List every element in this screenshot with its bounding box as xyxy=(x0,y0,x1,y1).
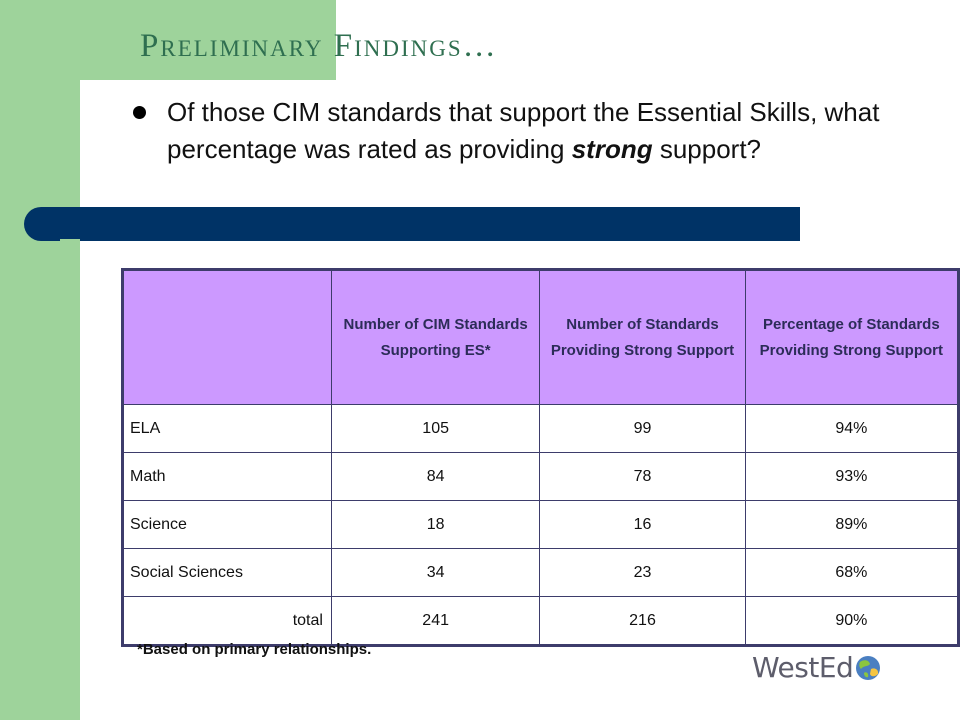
strong-count-cell: 16 xyxy=(539,500,746,549)
table-row: Math 84 78 93% xyxy=(122,452,960,501)
header-cell-supporting-es: Number of CIM Standards Supporting ES* xyxy=(330,269,541,405)
supporting-count-cell: 105 xyxy=(330,404,541,453)
total-percentage-cell: 90% xyxy=(744,596,960,646)
table-header-row: Number of CIM Standards Supporting ES* N… xyxy=(122,269,960,405)
subject-cell: Science xyxy=(122,500,332,549)
footnote: *Based on primary relationships. xyxy=(137,641,372,658)
percentage-cell: 93% xyxy=(744,452,960,501)
strong-count-cell: 78 xyxy=(539,452,746,501)
bullet-text-start: Of those CIM standards that support the … xyxy=(167,97,880,164)
supporting-count-cell: 18 xyxy=(330,500,541,549)
header-cell-blank xyxy=(122,269,332,405)
divider-notch xyxy=(60,239,80,243)
strong-count-cell: 99 xyxy=(539,404,746,453)
total-supporting-cell: 241 xyxy=(330,596,541,646)
bullet-text-end: support? xyxy=(652,134,761,164)
strong-count-cell: 23 xyxy=(539,548,746,597)
header-cell-strong-support: Number of Standards Providing Strong Sup… xyxy=(539,269,746,405)
table-row: Science 18 16 89% xyxy=(122,500,960,549)
slide-title: Preliminary Findings… xyxy=(140,28,498,64)
bullet-question: Of those CIM standards that support the … xyxy=(167,94,887,168)
total-label-cell: total xyxy=(122,596,332,646)
table-row: Social Sciences 34 23 68% xyxy=(122,548,960,597)
bullet-dot xyxy=(133,106,146,119)
table-total-row: total 241 216 90% xyxy=(122,596,960,646)
percentage-cell: 94% xyxy=(744,404,960,453)
globe-icon xyxy=(856,655,881,680)
subject-cell: Math xyxy=(122,452,332,501)
findings-table: Number of CIM Standards Supporting ES* N… xyxy=(121,268,960,647)
logo-text: WestEd xyxy=(752,651,854,684)
supporting-count-cell: 84 xyxy=(330,452,541,501)
supporting-count-cell: 34 xyxy=(330,548,541,597)
header-cell-percentage: Percentage of Standards Providing Strong… xyxy=(744,269,960,405)
wested-logo: WestEd xyxy=(752,651,881,684)
table-row: ELA 105 99 94% xyxy=(122,404,960,453)
bullet-emphasis: strong xyxy=(571,134,653,164)
percentage-cell: 89% xyxy=(744,500,960,549)
subject-cell: Social Sciences xyxy=(122,548,332,597)
corner-curve xyxy=(80,80,160,160)
blue-divider-bar xyxy=(24,207,800,241)
left-green-band xyxy=(0,0,80,720)
total-strong-cell: 216 xyxy=(539,596,746,646)
top-green-band xyxy=(0,0,336,80)
subject-cell: ELA xyxy=(122,404,332,453)
percentage-cell: 68% xyxy=(744,548,960,597)
